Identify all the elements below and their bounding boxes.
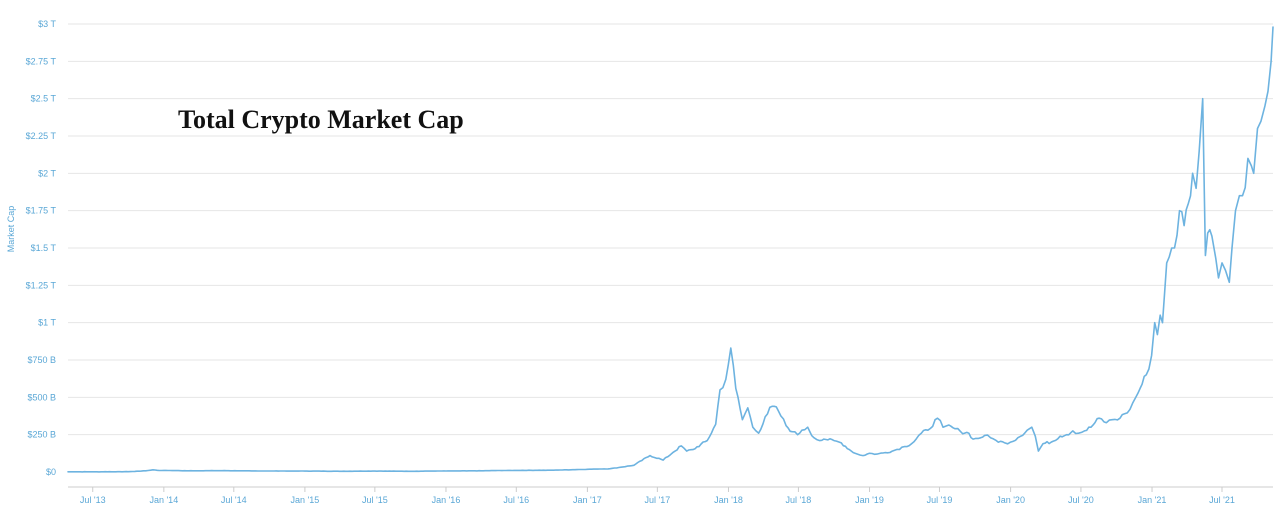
y-tick-label: $1 T bbox=[38, 318, 56, 328]
y-tick-label: $1.75 T bbox=[26, 206, 57, 216]
x-tick-label: Jul '20 bbox=[1068, 495, 1094, 505]
chart-title: Total Crypto Market Cap bbox=[178, 105, 464, 134]
x-tick-label: Jul '21 bbox=[1209, 495, 1235, 505]
x-axis: Jul '13 Jan '14 Jul '14 Jan '15 Jul '15 Jan '… bbox=[68, 486, 1273, 505]
x-tick-label: Jul '17 bbox=[644, 495, 670, 505]
x-tick-label: Jan '20 bbox=[996, 495, 1025, 505]
x-tick-label: Jan '19 bbox=[855, 495, 884, 505]
y-tick-label: $3 T bbox=[38, 19, 56, 29]
y-tick-label: $1.5 T bbox=[31, 243, 57, 253]
x-tick-label: Jan '21 bbox=[1138, 495, 1167, 505]
x-tick-label: Jan '14 bbox=[149, 495, 178, 505]
y-axis-tick-labels: $0 $250 B $500 B $750 B $1 T $1.25 T $1.5 T $1.… bbox=[26, 19, 57, 477]
x-tick-label: Jul '15 bbox=[362, 495, 388, 505]
y-tick-label: $2.75 T bbox=[26, 56, 57, 66]
y-axis-title: Market Cap bbox=[6, 206, 16, 253]
y-tick-label: $250 B bbox=[27, 430, 56, 440]
x-tick-label: Jul '19 bbox=[927, 495, 953, 505]
x-tick-label: Jul '14 bbox=[221, 495, 247, 505]
y-tick-label: $0 bbox=[46, 467, 56, 477]
y-tick-label: $2 T bbox=[38, 168, 56, 178]
x-tick-label: Jan '15 bbox=[291, 495, 320, 505]
x-tick-label: Jul '16 bbox=[503, 495, 529, 505]
y-tick-label: $1.25 T bbox=[26, 280, 57, 290]
series-layer bbox=[67, 26, 1274, 473]
x-tick-label: Jul '13 bbox=[80, 495, 106, 505]
y-tick-label: $500 B bbox=[27, 392, 56, 402]
x-tick-label: Jul '18 bbox=[786, 495, 812, 505]
series-line bbox=[67, 26, 1274, 473]
x-tick-label: Jan '18 bbox=[714, 495, 743, 505]
y-tick-label: $2.25 T bbox=[26, 131, 57, 141]
x-tick-label: Jan '16 bbox=[432, 495, 461, 505]
y-tick-label: $2.5 T bbox=[31, 94, 57, 104]
y-tick-label: $750 B bbox=[27, 355, 56, 365]
grid-lines bbox=[68, 23, 1273, 436]
x-tick-label: Jan '17 bbox=[573, 495, 602, 505]
